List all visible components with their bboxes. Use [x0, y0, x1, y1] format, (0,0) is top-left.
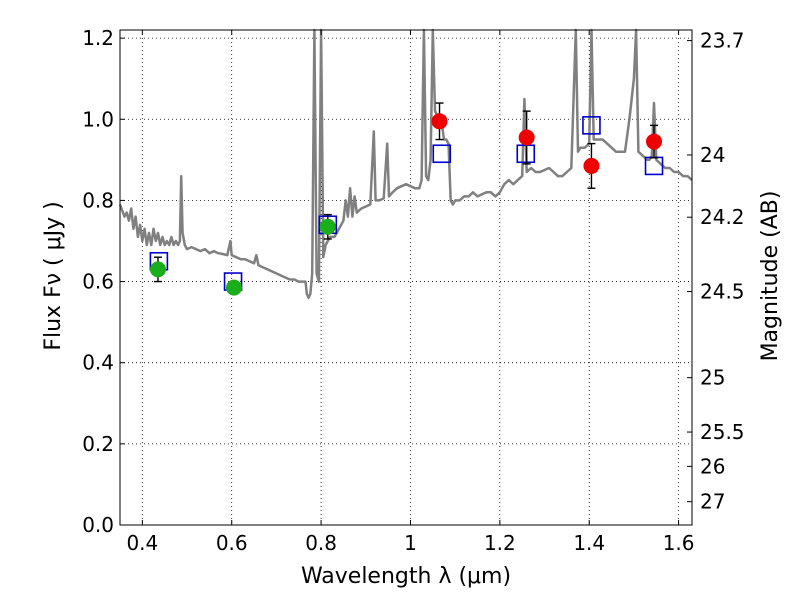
y-tick-label: 0.8 — [82, 188, 114, 212]
green-data-point — [149, 261, 166, 278]
x-tick-label: 1.2 — [484, 531, 516, 555]
right-tick-label: 26 — [700, 454, 725, 478]
x-tick-label: 1 — [404, 531, 417, 555]
model-flux-square — [432, 144, 452, 164]
right-tick-label: 27 — [700, 490, 725, 514]
red-data-point — [583, 157, 600, 174]
x-tick-label: 0.4 — [126, 531, 158, 555]
right-tick-label: 25 — [700, 366, 725, 390]
green-data-point — [225, 279, 242, 296]
right-tick-label: 24 — [700, 143, 725, 167]
x-tick-label: 0.6 — [216, 531, 248, 555]
grid-lines — [120, 30, 692, 526]
x-tick-label: 1.6 — [663, 531, 695, 555]
right-tick-label: 24.2 — [700, 205, 745, 229]
y-tick-label: 0.6 — [82, 270, 114, 294]
right-tick-label: 23.7 — [700, 29, 745, 53]
y-axis-label-right: Magnitude (AB) — [758, 191, 783, 362]
y-tick-label: 1.2 — [82, 26, 114, 50]
photometry-markers-layer — [149, 102, 664, 296]
x-axis-label: Wavelength λ (μm) — [301, 564, 511, 589]
red-data-point — [431, 113, 448, 130]
right-tick-label: 25.5 — [700, 420, 745, 444]
red-data-point — [646, 133, 663, 150]
model-flux-square — [582, 116, 601, 135]
model-spectrum-layer — [118, 28, 693, 300]
x-tick-label: 1.4 — [573, 531, 605, 555]
plot-frame — [119, 29, 693, 526]
y-axis-label: Flux Fν ( μJy ) — [41, 201, 66, 350]
y-tick-label: 0.0 — [82, 513, 114, 537]
green-data-point — [319, 218, 336, 235]
y-tick-label: 1.0 — [82, 107, 114, 131]
x-tick-label: 0.8 — [305, 531, 337, 555]
axis-ticks: 0.4 0.6 0.8 1 1.2 1.4 1.6 0.0 0.2 0.4 0.6 0.8 1.0 1.2… — [82, 26, 744, 555]
red-data-point — [518, 129, 535, 146]
right-tick-label: 24.5 — [700, 280, 745, 304]
model-spectrum-line — [118, 28, 693, 300]
y-tick-label: 0.2 — [82, 432, 114, 456]
y-tick-label: 0.4 — [82, 351, 114, 375]
